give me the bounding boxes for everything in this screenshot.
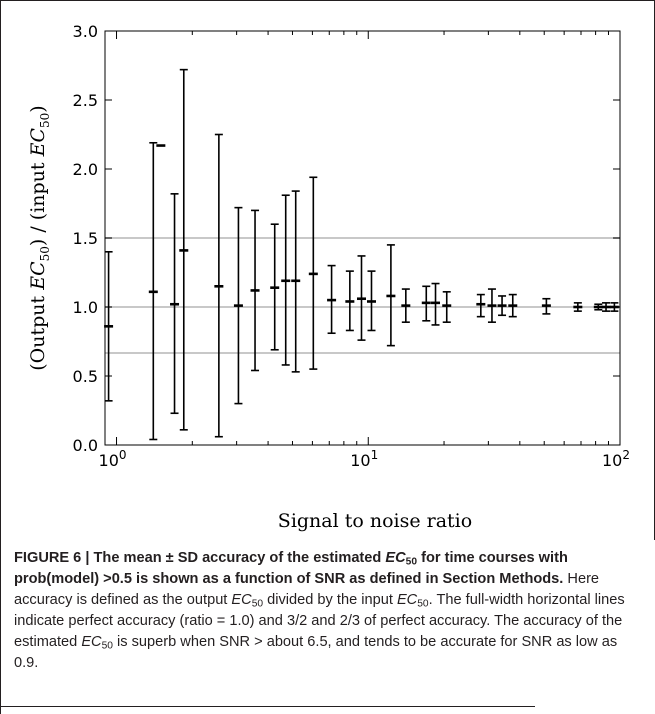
error-bar-point xyxy=(541,297,551,315)
error-bar-point xyxy=(270,223,280,351)
error-bar-point xyxy=(214,133,224,438)
error-bar-point xyxy=(386,244,396,347)
caption-figure-label: FIGURE 6 | xyxy=(14,550,94,566)
error-bars xyxy=(104,68,619,441)
error-bar-point xyxy=(179,68,189,431)
caption-ec-sub: 50 xyxy=(405,556,418,568)
error-bar-point xyxy=(573,302,583,312)
caption-text-2: divided by the input xyxy=(263,592,397,608)
y-tick-label: 1.0 xyxy=(73,298,98,317)
y-tick-label: 2.5 xyxy=(73,91,98,110)
caption-text-3: . The full-width horizontal lines indica… xyxy=(14,592,625,650)
caption-title-1: The mean ± SD accuracy of the estimated xyxy=(93,550,386,566)
error-bar-point xyxy=(356,255,366,341)
caption-ec: EC xyxy=(231,592,252,608)
y-tick-label: 0.5 xyxy=(73,367,98,386)
error-bar-point xyxy=(308,176,318,370)
x-tick-label: 102 xyxy=(602,448,630,470)
y-tick-label: 2.0 xyxy=(73,160,98,179)
error-bar-point xyxy=(233,206,243,405)
y-tick-label: 1.5 xyxy=(73,229,98,248)
error-bar-point xyxy=(442,291,452,323)
x-tick-label: 100 xyxy=(99,448,127,470)
error-bar-point xyxy=(431,282,441,326)
error-bar-point xyxy=(366,270,376,332)
figure-frame-top xyxy=(0,0,655,1)
caption-ec-sub: 50 xyxy=(417,598,429,610)
y-tick-label: 3.0 xyxy=(73,22,98,41)
error-bar-point xyxy=(327,264,337,335)
error-bar-point xyxy=(148,141,158,441)
error-bar-point xyxy=(421,285,431,322)
error-bar-point xyxy=(291,190,301,373)
reference-lines xyxy=(105,237,620,354)
y-tick-label: 0.0 xyxy=(73,436,98,455)
figure-caption: FIGURE 6 | The mean ± SD accuracy of the… xyxy=(14,548,644,674)
caption-text-1: Here accuracy is defined as the output xyxy=(14,571,600,608)
error-bar-point xyxy=(497,295,507,317)
error-bar-point xyxy=(508,293,518,318)
figure-frame-bottom xyxy=(0,706,535,707)
y-axis-title: (Output EC50) / (input EC50) xyxy=(27,105,52,370)
error-bar-point xyxy=(281,194,291,366)
caption-ec: EC xyxy=(396,592,418,608)
error-bar-point xyxy=(476,293,486,318)
caption-ec-sub: 50 xyxy=(101,640,113,652)
caption-text-4: is superb when SNR > about 6.5, and tend… xyxy=(14,634,618,671)
figure-frame-left xyxy=(0,0,1,714)
caption-ec: EC xyxy=(385,550,406,566)
error-bar-point xyxy=(601,302,611,312)
x-tick-label: 101 xyxy=(350,448,378,470)
y-axis-ticks: 0.0 0.5 1.0 1.5 2.0 2.5 3.0 xyxy=(73,22,620,455)
x-axis-ticks: 100 101 102 xyxy=(99,31,630,470)
error-bar-point xyxy=(401,288,411,323)
error-bar-point xyxy=(487,288,497,323)
error-bar-point xyxy=(170,193,180,415)
error-bar-point xyxy=(593,303,603,311)
error-bar-point xyxy=(345,270,355,332)
caption-ec: EC xyxy=(81,634,102,650)
errorbar-chart: 0.0 0.5 1.0 1.5 2.0 2.5 3.0 100 101 102 Signal t… xyxy=(27,22,630,532)
caption-title-2: for time courses with prob(model) >0.5 i… xyxy=(14,550,568,587)
caption-ec-sub: 50 xyxy=(251,598,264,610)
x-axis-title: Signal to noise ratio xyxy=(278,510,472,532)
error-bar-point xyxy=(250,209,260,372)
